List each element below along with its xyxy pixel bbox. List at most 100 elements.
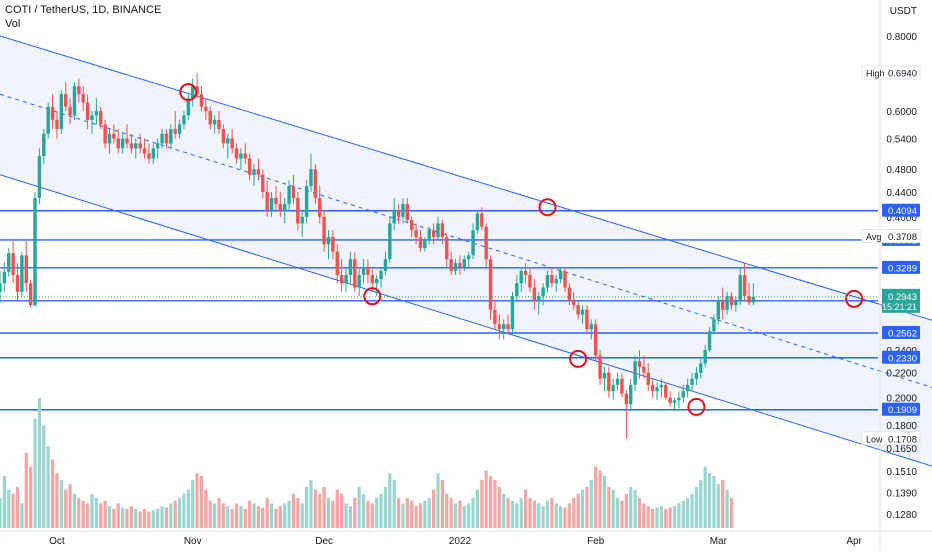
volume-bar: [567, 503, 571, 528]
volume-bar: [594, 466, 598, 528]
volume-bar: [142, 508, 147, 528]
volume-bar: [248, 500, 252, 528]
candle-body: [558, 270, 563, 280]
volume-bar: [274, 508, 278, 528]
last-price-countdown: 15:21:21: [882, 302, 917, 312]
volume-bar: [68, 484, 72, 528]
volume-bar: [300, 503, 304, 528]
volume-bar: [541, 506, 545, 528]
volume-bar: [396, 497, 401, 528]
volume-bar: [50, 459, 55, 528]
candle-body: [243, 153, 247, 159]
candle-body: [637, 361, 642, 367]
candle-body: [466, 255, 471, 260]
volume-bar: [239, 506, 243, 528]
volume-label: Vol: [5, 18, 21, 30]
volume-bar: [331, 500, 335, 528]
avg-badge-bg: [861, 229, 921, 244]
candle-body: [357, 275, 361, 288]
candle-body: [50, 106, 55, 120]
volume-bar: [615, 497, 620, 528]
volume-bar: [537, 503, 541, 528]
channel-upper-line: [0, 35, 932, 321]
time-tick-label: Oct: [49, 536, 65, 547]
candle-body: [449, 259, 453, 271]
candle-body: [510, 296, 515, 330]
candle-body: [335, 251, 339, 275]
price-axis: 0.80000.70000.60000.54000.48000.44000.40…: [879, 0, 917, 550]
volume-bar: [637, 497, 642, 528]
price-tick-label: 0.2000: [886, 394, 917, 405]
volume-bar: [488, 476, 493, 528]
volume-bar: [195, 473, 199, 528]
volume-bar: [90, 493, 94, 528]
candle-body: [620, 378, 624, 394]
candle-body: [410, 220, 414, 231]
candle-body: [458, 263, 462, 267]
volume-bar: [94, 497, 98, 528]
level-price-label-0: 0.4094: [888, 206, 917, 217]
candle-body: [221, 129, 226, 144]
volume-bar: [655, 507, 659, 528]
candle-body: [151, 148, 155, 159]
candle-body: [147, 153, 151, 159]
candle-body: [563, 270, 567, 288]
candle-body: [712, 319, 716, 332]
candle-body: [265, 191, 269, 211]
volume-bar: [423, 500, 427, 528]
volume-bar: [234, 503, 239, 528]
candle-body: [383, 259, 388, 271]
volume-bar: [620, 500, 624, 528]
candle-body: [580, 309, 585, 315]
volume-bar: [169, 503, 173, 528]
symbol-header: COTI / TetherUS, 1D, BINANCE: [5, 4, 162, 16]
candle-body: [545, 275, 550, 288]
volume-bar: [42, 425, 46, 528]
volume-bar: [11, 493, 15, 528]
candle-body: [182, 115, 186, 125]
candle-body: [361, 266, 366, 275]
candle-body: [528, 275, 532, 288]
volume-bar: [340, 493, 344, 528]
candle-body: [629, 384, 633, 405]
volume-bar: [7, 489, 11, 528]
volume-bar: [2, 476, 6, 528]
volume-bar: [72, 493, 77, 528]
level-price-label-2: 0.3289: [888, 263, 917, 274]
volume-bar: [694, 486, 699, 528]
volume-bar: [707, 473, 712, 528]
volume-bar: [703, 466, 707, 528]
volume-bar: [305, 486, 309, 528]
volume-bar: [348, 506, 352, 528]
volume-bar: [151, 510, 155, 528]
candle-body: [125, 138, 129, 144]
volume-bar: [414, 506, 418, 528]
candle-body: [615, 378, 620, 385]
volume-bar: [361, 493, 366, 528]
volume-bar: [261, 507, 265, 528]
candle-body: [445, 237, 449, 260]
volume-bar: [379, 493, 383, 528]
volume-bar: [532, 500, 536, 528]
candle-body: [217, 119, 221, 130]
volume-bar: [607, 486, 611, 528]
time-tick-label: Dec: [315, 536, 333, 547]
candle-body: [502, 324, 506, 330]
volume-bar: [226, 506, 230, 528]
candle-body: [650, 384, 655, 392]
volume-bar: [265, 497, 269, 528]
volume-bar: [432, 489, 436, 528]
volume-bar: [729, 497, 734, 528]
volume-bar: [721, 480, 725, 528]
volume-bar: [681, 500, 685, 528]
candle-body: [348, 259, 353, 275]
price-badges: 0.40940.36610.32890.28990.25620.23300.19…: [0, 65, 921, 446]
volume-bar: [64, 489, 68, 528]
volume-bar: [497, 486, 501, 528]
volume-bar: [230, 508, 234, 528]
channel-fill: [0, 36, 932, 467]
volume-bar: [572, 497, 576, 528]
volume-bar: [269, 503, 274, 528]
